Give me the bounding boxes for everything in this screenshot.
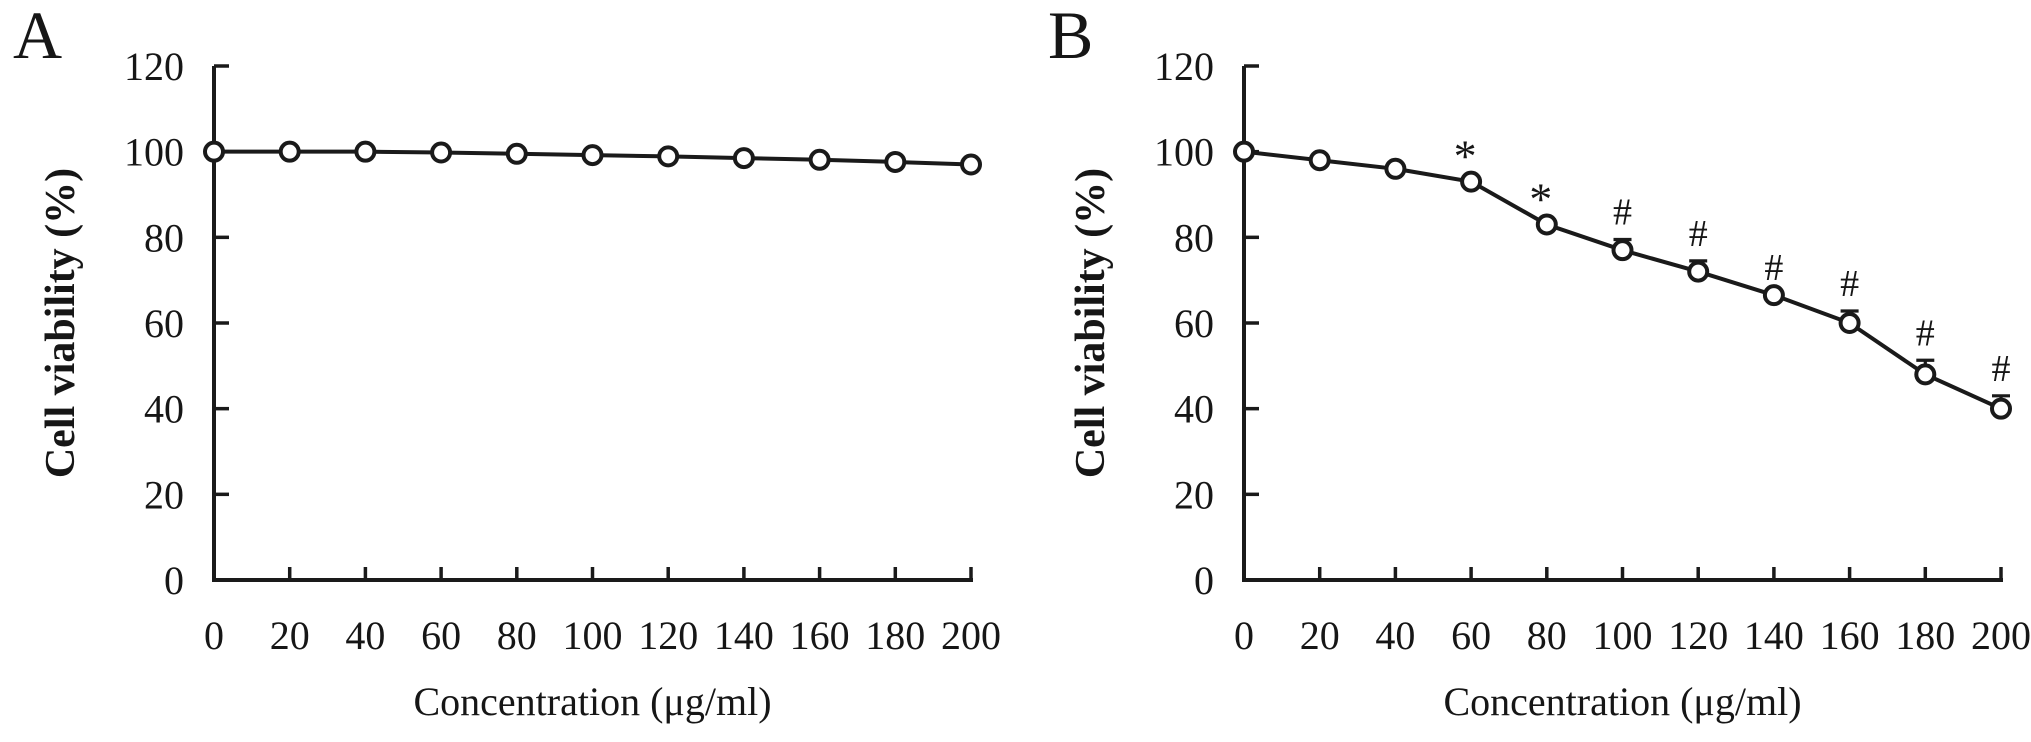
data-point-marker	[1308, 149, 1331, 172]
data-point-marker	[1838, 312, 1861, 334]
y-tick-label: 40	[1174, 387, 1214, 432]
x-tick-label: 20	[270, 613, 310, 658]
x-tick-label: 140	[714, 613, 774, 658]
y-tick-label: 100	[1154, 130, 1214, 175]
panel-A: A 0 20 40 60 80 100 120 0 20 40 60 80 100 120 140 160 180…	[13, 0, 1001, 724]
y-tick-label: 20	[1174, 472, 1214, 517]
y-tick-label: 0	[164, 558, 184, 603]
data-point-marker	[203, 140, 225, 163]
panel-label-B: B	[1048, 0, 1093, 73]
data-point-marker	[1914, 363, 1937, 386]
x-tick-label: 180	[865, 613, 925, 658]
data-point-marker	[960, 153, 982, 176]
x-tick-label: 120	[638, 613, 698, 658]
data-point-marker	[657, 145, 680, 168]
significance-annotation: #	[1613, 191, 1632, 233]
panel-B: B 0 20 40 60 80 100 120 0 20 40 60 80 100 120 140 160 180…	[1048, 0, 2031, 724]
x-tick-label: 20	[1300, 613, 1340, 658]
x-tick-label: 140	[1744, 613, 1804, 658]
significance-annotation: #	[1689, 213, 1708, 255]
y-axis-title: Cell viability (%)	[1068, 168, 1114, 478]
data-point-marker	[1762, 284, 1785, 307]
x-tick-label: 80	[497, 613, 537, 658]
y-tick-label: 80	[144, 215, 184, 260]
x-tick-label: 40	[345, 613, 385, 658]
data-point-marker	[354, 140, 377, 163]
significance-annotation: #	[1764, 247, 1783, 289]
data-point-marker	[1384, 157, 1407, 180]
data-point-marker	[1233, 140, 1255, 163]
y-tick-label: 40	[144, 387, 184, 432]
x-tick-label: 100	[1593, 613, 1653, 658]
panel-label-A: A	[13, 0, 62, 73]
x-tick-label: 60	[421, 613, 461, 658]
x-tick-label: 0	[204, 613, 224, 658]
y-tick-label: 60	[144, 301, 184, 346]
significance-annotation: *	[1529, 173, 1552, 224]
y-tick-label: 60	[1174, 301, 1214, 346]
y-tick-label: 120	[1154, 44, 1214, 89]
x-tick-label: 60	[1451, 613, 1491, 658]
y-tick-label: 0	[1194, 558, 1214, 603]
y-tick-label: 80	[1174, 215, 1214, 260]
data-point-marker	[1611, 239, 1634, 262]
x-tick-label: 0	[1234, 613, 1254, 658]
significance-annotation: #	[1992, 348, 2011, 390]
y-axis-title: Cell viability (%)	[38, 168, 84, 478]
data-line	[1243, 149, 2002, 411]
data-point-marker	[1460, 170, 1483, 193]
data-point-marker	[1990, 397, 2012, 420]
data-point-marker	[808, 148, 831, 171]
x-axis-title: Concentration (μg/ml)	[1443, 679, 1801, 724]
x-tick-label: 160	[1820, 613, 1880, 658]
x-tick-label: 40	[1375, 613, 1415, 658]
x-tick-label: 80	[1527, 613, 1567, 658]
y-tick-label: 20	[144, 472, 184, 517]
data-point-marker	[1687, 260, 1710, 283]
data-point-marker	[505, 142, 528, 165]
significance-annotation: #	[1916, 312, 1935, 354]
x-tick-label: 200	[1971, 613, 2031, 658]
y-tick-label: 120	[124, 44, 184, 89]
data-point-marker	[732, 147, 755, 170]
x-tick-label: 200	[941, 613, 1001, 658]
data-point-marker	[884, 150, 907, 173]
data-point-marker	[581, 144, 604, 167]
x-tick-label: 160	[790, 613, 850, 658]
significance-annotation: #	[1840, 263, 1859, 305]
x-tick-label: 180	[1895, 613, 1955, 658]
significance-annotation: *	[1454, 131, 1477, 182]
y-tick-label: 100	[124, 130, 184, 175]
x-tick-label: 100	[563, 613, 623, 658]
data-point-marker	[430, 141, 453, 164]
data-point-marker	[278, 140, 301, 163]
data-point-marker	[1535, 213, 1558, 236]
x-tick-label: 120	[1668, 613, 1728, 658]
x-axis-title: Concentration (μg/ml)	[413, 679, 771, 724]
